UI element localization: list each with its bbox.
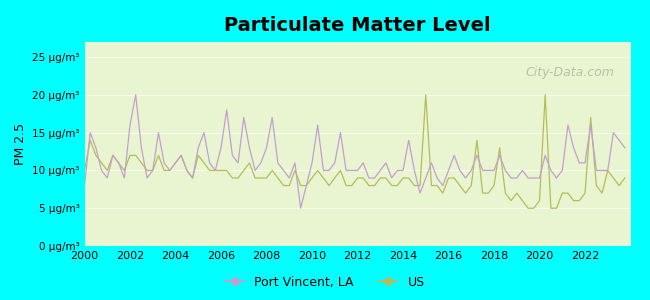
Text: City-Data.com: City-Data.com	[525, 67, 614, 80]
Legend: Port Vincent, LA, US: Port Vincent, LA, US	[220, 271, 430, 294]
Y-axis label: PM 2.5: PM 2.5	[14, 123, 27, 165]
Title: Particulate Matter Level: Particulate Matter Level	[224, 16, 491, 35]
